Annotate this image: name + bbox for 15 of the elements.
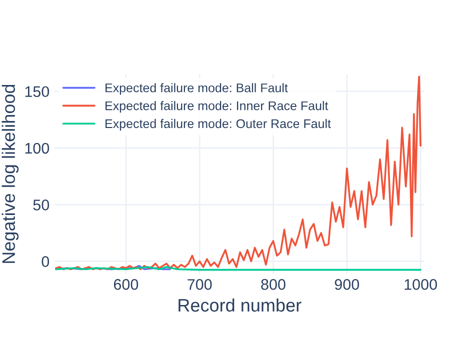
x-tick-label: 800 <box>261 279 286 290</box>
x-tick-label: 700 <box>188 279 212 290</box>
x-tick-label: 900 <box>334 279 360 290</box>
y-tick-label: 150 <box>25 86 50 98</box>
y-axis-title: Negative log likelihood <box>2 84 19 263</box>
x-tick-label: 1000 <box>404 279 437 290</box>
line-series <box>55 76 422 270</box>
y-tick-label: 50 <box>33 200 50 210</box>
x-tick-label: 600 <box>114 279 138 290</box>
legend-label: Expected failure mode: Outer Race Fault <box>106 118 331 131</box>
x-axis-title: Record number <box>178 298 302 312</box>
y-tick-label: 0 <box>42 256 50 267</box>
y-tick-label: 100 <box>25 142 50 154</box>
legend-label: Expected failure mode: Inner Race Fault <box>106 101 328 113</box>
legend-label: Expected failure mode: Ball Fault <box>106 83 288 95</box>
